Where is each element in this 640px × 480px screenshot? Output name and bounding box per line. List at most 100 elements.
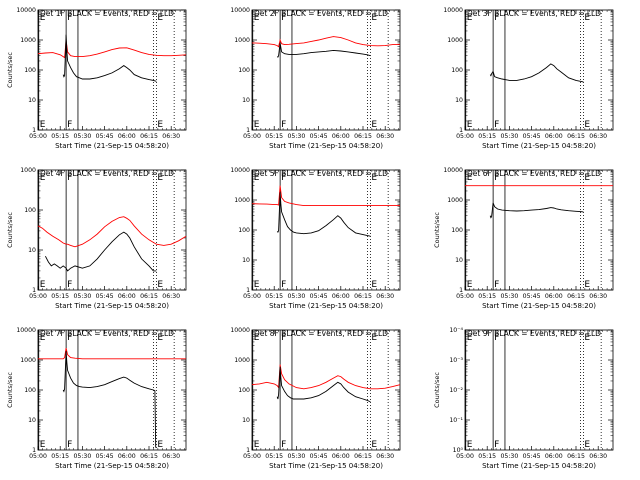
time-marker-label: F (67, 280, 72, 290)
plot-frame (37, 9, 187, 131)
time-marker-label: E (157, 440, 163, 450)
x-tick-label: 05:15 (478, 293, 496, 300)
time-marker-label: E (254, 333, 260, 343)
plot-frame (464, 9, 614, 131)
x-tick-label: 05:00 (243, 133, 261, 140)
x-tick-label: 05:15 (51, 133, 69, 140)
panel-det-2: Det 2F BLACK = Events, RED = LLD 1 10 100 10… (230, 7, 401, 150)
y-tick-label: 10⁻³ (449, 357, 463, 364)
y-tick-label: 10 (242, 417, 250, 424)
time-marker-label: F (281, 173, 286, 183)
x-tick-label: 06:00 (545, 453, 563, 460)
y-tick-label: 1 (246, 447, 250, 454)
y-tick-label: 1 (459, 127, 463, 134)
y-tick-label: 100 (451, 227, 463, 234)
plot-frame (464, 329, 614, 451)
panel-title: Det 4F BLACK = Events, RED = LLD (40, 169, 174, 178)
y-tick-label: 100 (238, 387, 250, 394)
panel-det-8: Det 8F BLACK = Events, RED = LLD 1 10 100 10… (230, 327, 401, 470)
panel-det-4: Det 4F BLACK = Events, RED = LLD 1 10 100 10… (6, 167, 187, 310)
time-marker-label: F (494, 440, 499, 450)
x-tick-label: 06:00 (118, 133, 136, 140)
y-tick-label: 1 (246, 127, 250, 134)
y-tick-label: 1000 (234, 197, 250, 204)
time-marker-label: E (371, 280, 377, 290)
y-tick-label: 10 (455, 97, 463, 104)
y-tick-label: 100 (24, 67, 36, 74)
x-axis-label: Start Time (21-Sep-15 04:58:20) (55, 462, 169, 470)
lld-series-line (37, 216, 187, 248)
time-marker-label: E (584, 173, 590, 183)
events-series-line (276, 366, 371, 403)
x-tick-label: 06:15 (354, 453, 372, 460)
events-series-line (62, 350, 157, 448)
x-tick-label: 05:45 (523, 293, 541, 300)
time-marker-label: E (40, 13, 46, 23)
y-tick-label: 100 (24, 207, 36, 214)
y-tick-label: 10 (455, 257, 463, 264)
time-marker-label: F (281, 120, 286, 130)
time-marker-label: F (67, 440, 72, 450)
x-tick-label: 06:30 (376, 453, 394, 460)
plot-frame (37, 329, 187, 451)
time-marker-label: F (281, 440, 286, 450)
x-tick-label: 06:00 (118, 453, 136, 460)
x-tick-label: 05:30 (73, 293, 91, 300)
y-tick-label: 1 (246, 287, 250, 294)
lld-series-line (251, 185, 400, 207)
y-tick-label: 10 (28, 417, 36, 424)
x-tick-label: 05:45 (523, 133, 541, 140)
time-marker-label: E (157, 173, 163, 183)
y-tick-label: 10⁻² (449, 387, 463, 394)
x-tick-label: 05:45 (310, 293, 328, 300)
time-marker-label: F (67, 173, 72, 183)
panel-det-9: Det 9F BLACK = Events, RED = LLD 10⁰ 10⁻¹ 1… (433, 327, 614, 470)
panel-det-7: Det 7F BLACK = Events, RED = LLD 1 10 100 10… (6, 327, 187, 470)
y-tick-label: 100 (238, 67, 250, 74)
events-series-line (276, 42, 371, 58)
x-tick-label: 05:00 (456, 133, 474, 140)
y-tick-label: 1 (32, 127, 36, 134)
time-marker-label: E (157, 13, 163, 23)
plot-frame (464, 169, 614, 291)
x-tick-label: 05:45 (96, 293, 114, 300)
plot-frame (251, 9, 401, 131)
x-tick-label: 05:30 (287, 133, 305, 140)
time-marker-label: E (467, 280, 473, 290)
x-tick-label: 06:30 (589, 293, 607, 300)
x-tick-label: 06:15 (354, 133, 372, 140)
panel-title: Det 8F BLACK = Events, RED = LLD (254, 329, 388, 338)
time-marker-label: E (467, 120, 473, 130)
time-marker-label: E (467, 173, 473, 183)
time-marker-label: E (371, 120, 377, 130)
time-marker-label: E (40, 120, 46, 130)
events-series-line (489, 202, 584, 219)
x-tick-label: 06:15 (140, 293, 158, 300)
y-tick-label: 1000 (20, 167, 36, 174)
x-tick-label: 05:00 (29, 133, 47, 140)
x-tick-label: 05:45 (96, 453, 114, 460)
x-tick-label: 05:15 (478, 453, 496, 460)
lld-series-line (251, 36, 401, 48)
time-marker-label: E (157, 280, 163, 290)
y-tick-label: 1000 (234, 37, 250, 44)
time-marker-label: F (67, 13, 72, 23)
time-marker-label: E (254, 280, 260, 290)
y-tick-label: 10⁰ (453, 447, 464, 454)
time-marker-label: E (371, 173, 377, 183)
x-tick-label: 06:00 (545, 133, 563, 140)
events-series-line (489, 63, 584, 83)
time-marker-label: E (157, 333, 163, 343)
lld-series-line (251, 364, 401, 390)
panel-det-5: Det 5F BLACK = Events, RED = LLD 1 10 100 10… (230, 167, 401, 310)
y-tick-label: 1 (459, 287, 463, 294)
time-marker-label: E (467, 440, 473, 450)
y-tick-label: 1000 (20, 357, 36, 364)
lld-series-line (37, 39, 187, 59)
panel-title: Det 7F BLACK = Events, RED = LLD (40, 329, 174, 338)
time-marker-label: E (254, 120, 260, 130)
panel-title: Det 3F BLACK = Events, RED = LLD (467, 9, 601, 18)
x-tick-label: 05:45 (310, 133, 328, 140)
time-marker-label: F (494, 280, 499, 290)
x-tick-label: 05:30 (287, 453, 305, 460)
